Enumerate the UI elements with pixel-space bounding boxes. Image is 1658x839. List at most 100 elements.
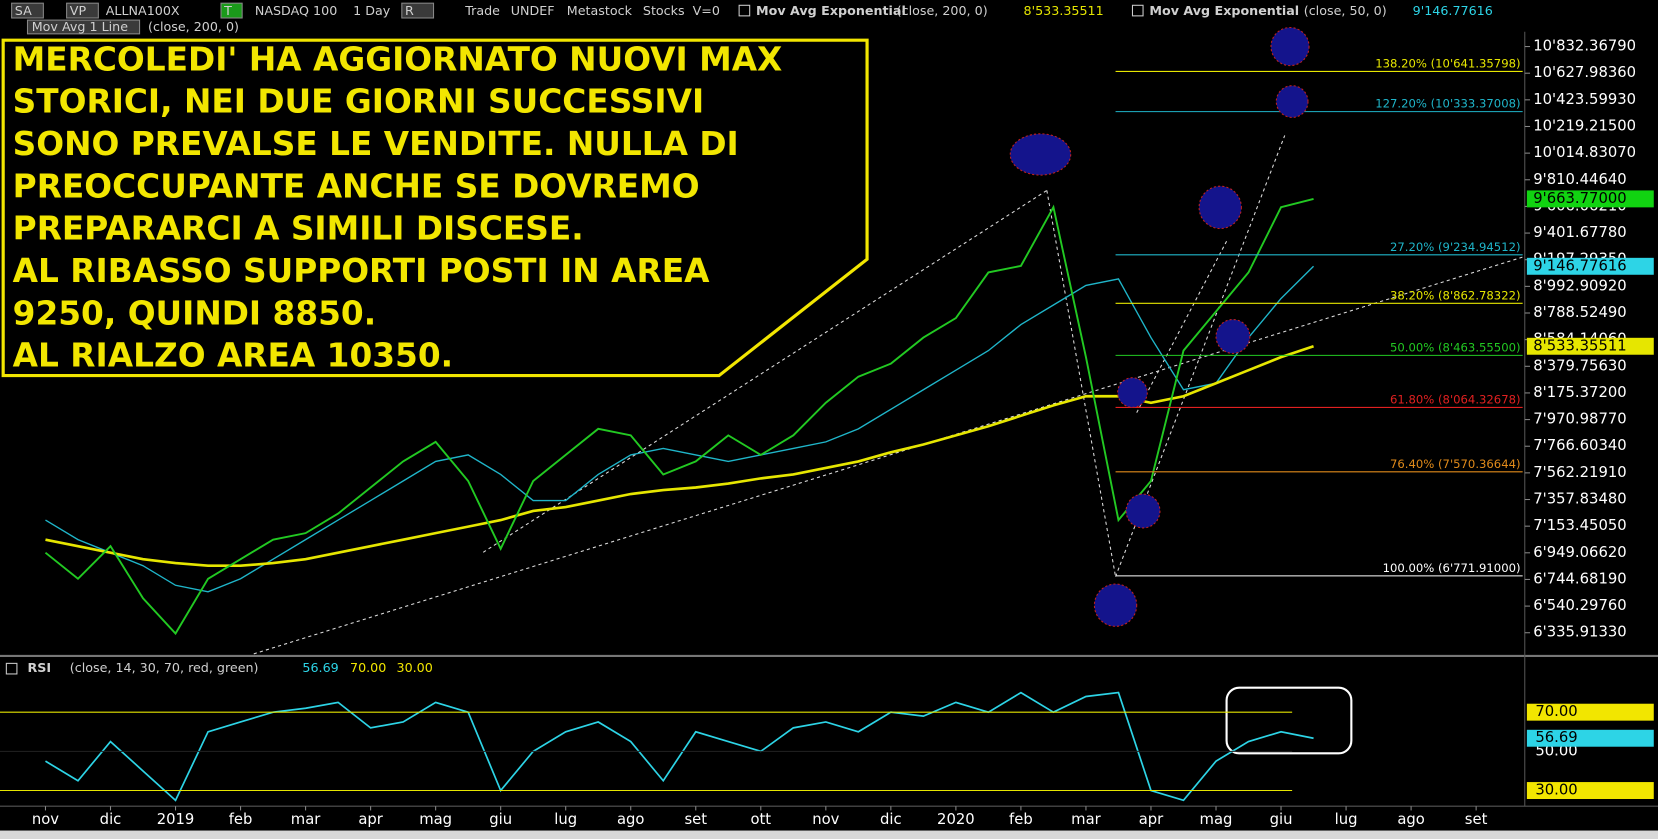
wave-marker: [1270, 26, 1310, 67]
x-tick-label: mag: [419, 811, 452, 828]
trend-line: [1046, 190, 1117, 577]
x-tick-label: ott: [750, 811, 771, 828]
y-tick-label: 8'788.52490: [1533, 304, 1626, 321]
rsi-tag-label: 56.69: [1535, 729, 1577, 746]
y-tick-label: 8'992.90920: [1533, 277, 1626, 294]
toolbar-button: [26, 19, 141, 35]
level-tag: [1526, 703, 1654, 721]
series-line: [45, 265, 1315, 593]
annotation-box: [1, 38, 869, 378]
scrollbar: [0, 830, 1658, 839]
fib-label: 100.00% (6'771.91000): [1383, 561, 1521, 575]
toolbar-button: [220, 2, 243, 19]
y-tick-label: 10'832.36790: [1533, 38, 1636, 55]
price-tag-label: 9'663.77000: [1533, 190, 1626, 207]
x-tick-label: giu: [489, 811, 512, 828]
wave-marker: [1117, 377, 1148, 408]
x-tick-label: apr: [358, 811, 383, 828]
wave-marker: [1093, 583, 1138, 627]
fib-label: 50.00% (8'463.55500): [1390, 340, 1521, 354]
annotation-line: PREOCCUPANTE ANCHE SE DOVREMO: [13, 167, 700, 205]
price-tag: [1526, 190, 1654, 208]
toolbar-label: Metastock: [567, 3, 633, 18]
price-tag-label: 8'533.35511: [1533, 337, 1626, 354]
x-tick-label: nov: [32, 811, 59, 828]
y-tick-label: 7'970.98770: [1533, 411, 1626, 428]
price-tag: [1526, 257, 1654, 275]
x-tick-label: feb: [1009, 811, 1033, 828]
toolbar-label: T: [223, 3, 232, 18]
toolbar-label: Trade: [464, 3, 500, 18]
series-layer: [44, 197, 1315, 802]
fib-label: 61.80% (8'064.32678): [1390, 393, 1521, 407]
x-tick-label: mar: [1071, 811, 1101, 828]
toolbar-label: SA: [15, 3, 32, 18]
y-tick-label: 70.00: [1535, 703, 1577, 720]
wave-marker: [1198, 185, 1242, 230]
indicator-value: 8'533.35511: [1024, 3, 1104, 18]
indicator-checkbox: [5, 662, 18, 675]
x-tick-label: set: [684, 811, 707, 828]
indicator-name: Mov Avg Exponential: [1149, 3, 1299, 18]
toolbar-label: V=0: [693, 3, 720, 18]
annotation-line: 9250, QUINDI 8850.: [13, 294, 376, 332]
indicator-params: (close, 50, 0): [1304, 3, 1387, 18]
x-tick-label: set: [1465, 811, 1488, 828]
x-tick-label: dic: [100, 811, 122, 828]
y-tick-label: 10'423.59930: [1533, 91, 1636, 108]
x-tick-label: 2019: [157, 811, 195, 828]
price-tag: [1526, 337, 1654, 355]
indicator-params: (close, 200, 0): [897, 3, 988, 18]
fib-label: 27.20% (9'234.94512): [1390, 240, 1521, 254]
toolbar-button: [11, 2, 44, 19]
price-tag-label: 9'146.77616: [1533, 257, 1626, 274]
y-tick-label: 7'766.60340: [1533, 437, 1626, 454]
wave-marker: [1275, 85, 1309, 118]
x-tick-label: mag: [1200, 811, 1233, 828]
fib-label: 127.20% (10'333.37008): [1375, 97, 1520, 111]
toolbar-label: UNDEF: [511, 3, 555, 18]
series-line: [45, 345, 1314, 568]
x-tick-label: ago: [1397, 811, 1425, 828]
x-tick-label: feb: [229, 811, 253, 828]
x-tick-label: ago: [617, 811, 645, 828]
y-tick-label: 9'810.44640: [1533, 171, 1626, 188]
rsi-level: 70.00: [350, 660, 386, 675]
rsi-value: 56.69: [302, 660, 338, 675]
x-tick-label: lug: [1335, 811, 1358, 828]
toolbar-label: 1 Day: [353, 3, 391, 18]
series-line: [45, 691, 1314, 802]
y-tick-label: 8'379.75630: [1533, 357, 1626, 374]
rsi-title: RSI: [27, 660, 51, 675]
y-tick-label: 10'014.83070: [1533, 144, 1636, 161]
rsi-params: (close, 14, 30, 70, red, green): [70, 660, 259, 675]
x-tick-label: nov: [812, 811, 839, 828]
series-line: [44, 197, 1314, 636]
x-tick-label: 2020: [937, 811, 975, 828]
symbol-name: NASDAQ 100: [255, 3, 337, 18]
indicator-value: 9'146.77616: [1413, 3, 1493, 18]
toolbar-label: (close, 200, 0): [148, 19, 239, 34]
level-tag: [1526, 782, 1654, 799]
toolbar-button: [66, 2, 99, 19]
toolbar-label: Stocks: [643, 3, 685, 18]
trend-line: [1136, 240, 1228, 413]
indicator-checkbox: [1131, 4, 1144, 17]
y-tick-label: 10'219.21500: [1533, 117, 1636, 134]
y-tick-label: 6'949.06620: [1533, 544, 1626, 561]
highlight-box: [1225, 686, 1353, 755]
annotation-line: MERCOLEDI' HA AGGIORNATO NUOVI MAX: [13, 40, 783, 78]
toolbar-label: R: [405, 3, 414, 18]
x-tick-label: mar: [291, 811, 321, 828]
y-tick-label: 6'540.29760: [1533, 597, 1626, 614]
annotation-line: SONO PREVALSE LE VENDITE. NULLA DI: [13, 125, 739, 163]
y-tick-label: 7'153.45050: [1533, 517, 1626, 534]
y-tick-label: 7'357.83480: [1533, 491, 1626, 508]
y-tick-label: 7'562.21910: [1533, 464, 1626, 481]
wave-marker: [1009, 133, 1072, 176]
fib-label: 38.20% (8'862.78322): [1390, 288, 1521, 302]
y-tick-label: 6'744.68190: [1533, 570, 1626, 587]
annotation-line: AL RIBASSO SUPPORTI POSTI IN AREA: [13, 252, 710, 290]
x-tick-label: giu: [1270, 811, 1293, 828]
